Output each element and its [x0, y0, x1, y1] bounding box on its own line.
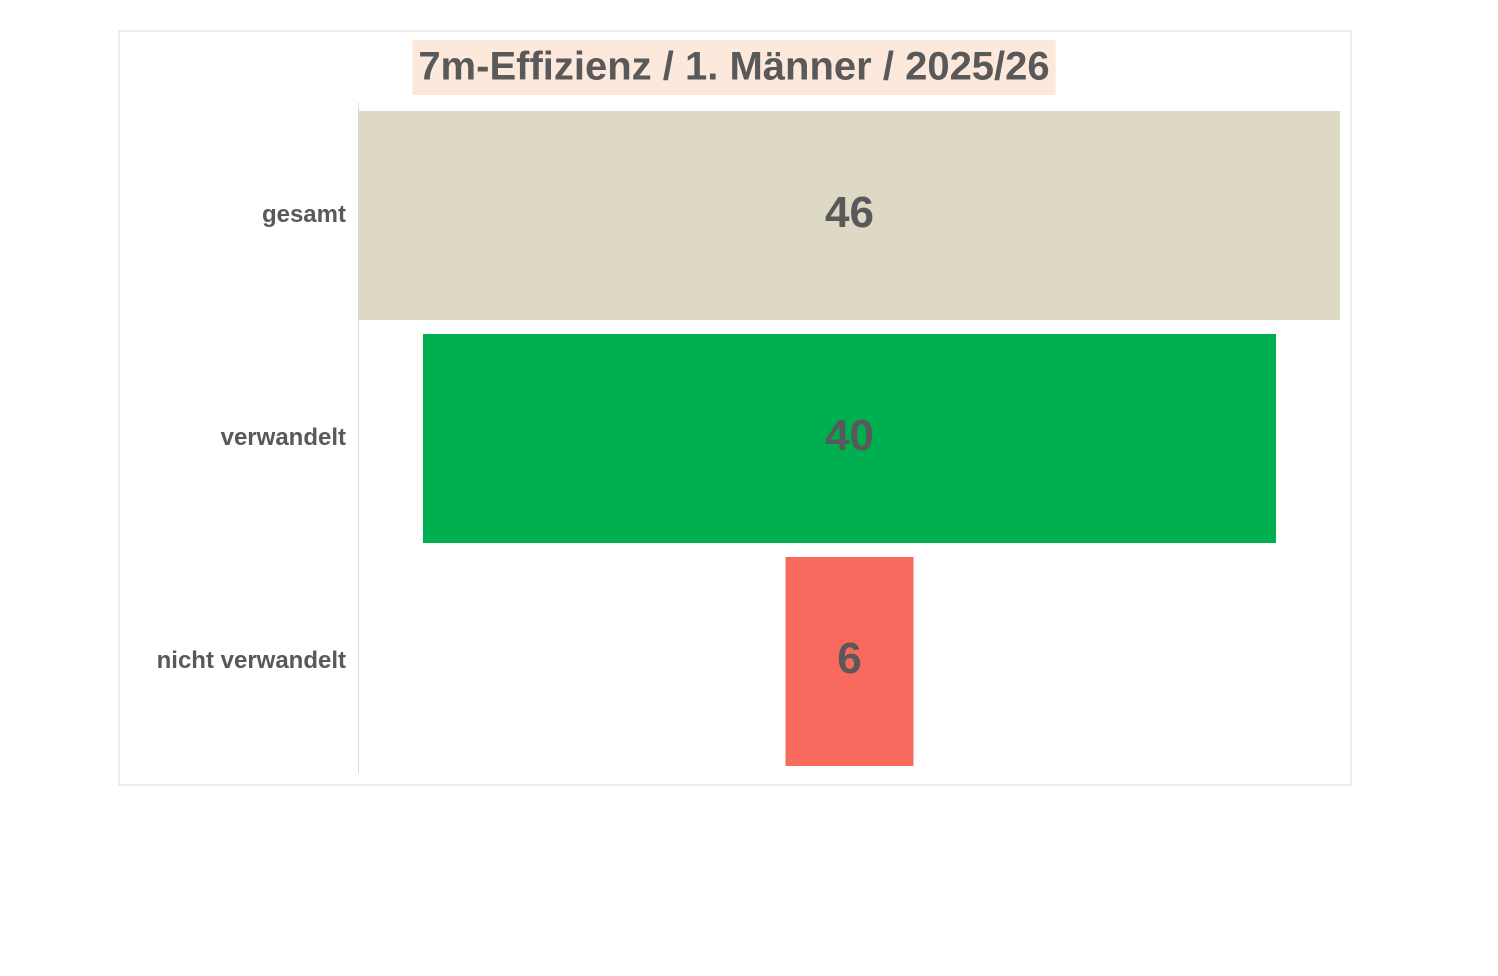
funnel-bar — [422, 334, 1277, 543]
value-label: 40 — [825, 411, 874, 460]
chart-title: 7m-Effizienz / 1. Männer / 2025/26 — [418, 45, 1049, 89]
value-label: 46 — [825, 188, 874, 237]
value-label: 6 — [837, 634, 861, 683]
category-label: verwandelt — [221, 424, 346, 451]
funnel-bar — [785, 557, 914, 766]
funnel-bar — [359, 111, 1340, 320]
category-label: gesamt — [262, 201, 346, 228]
category-label: nicht verwandelt — [157, 647, 346, 674]
title-background — [412, 40, 1056, 95]
